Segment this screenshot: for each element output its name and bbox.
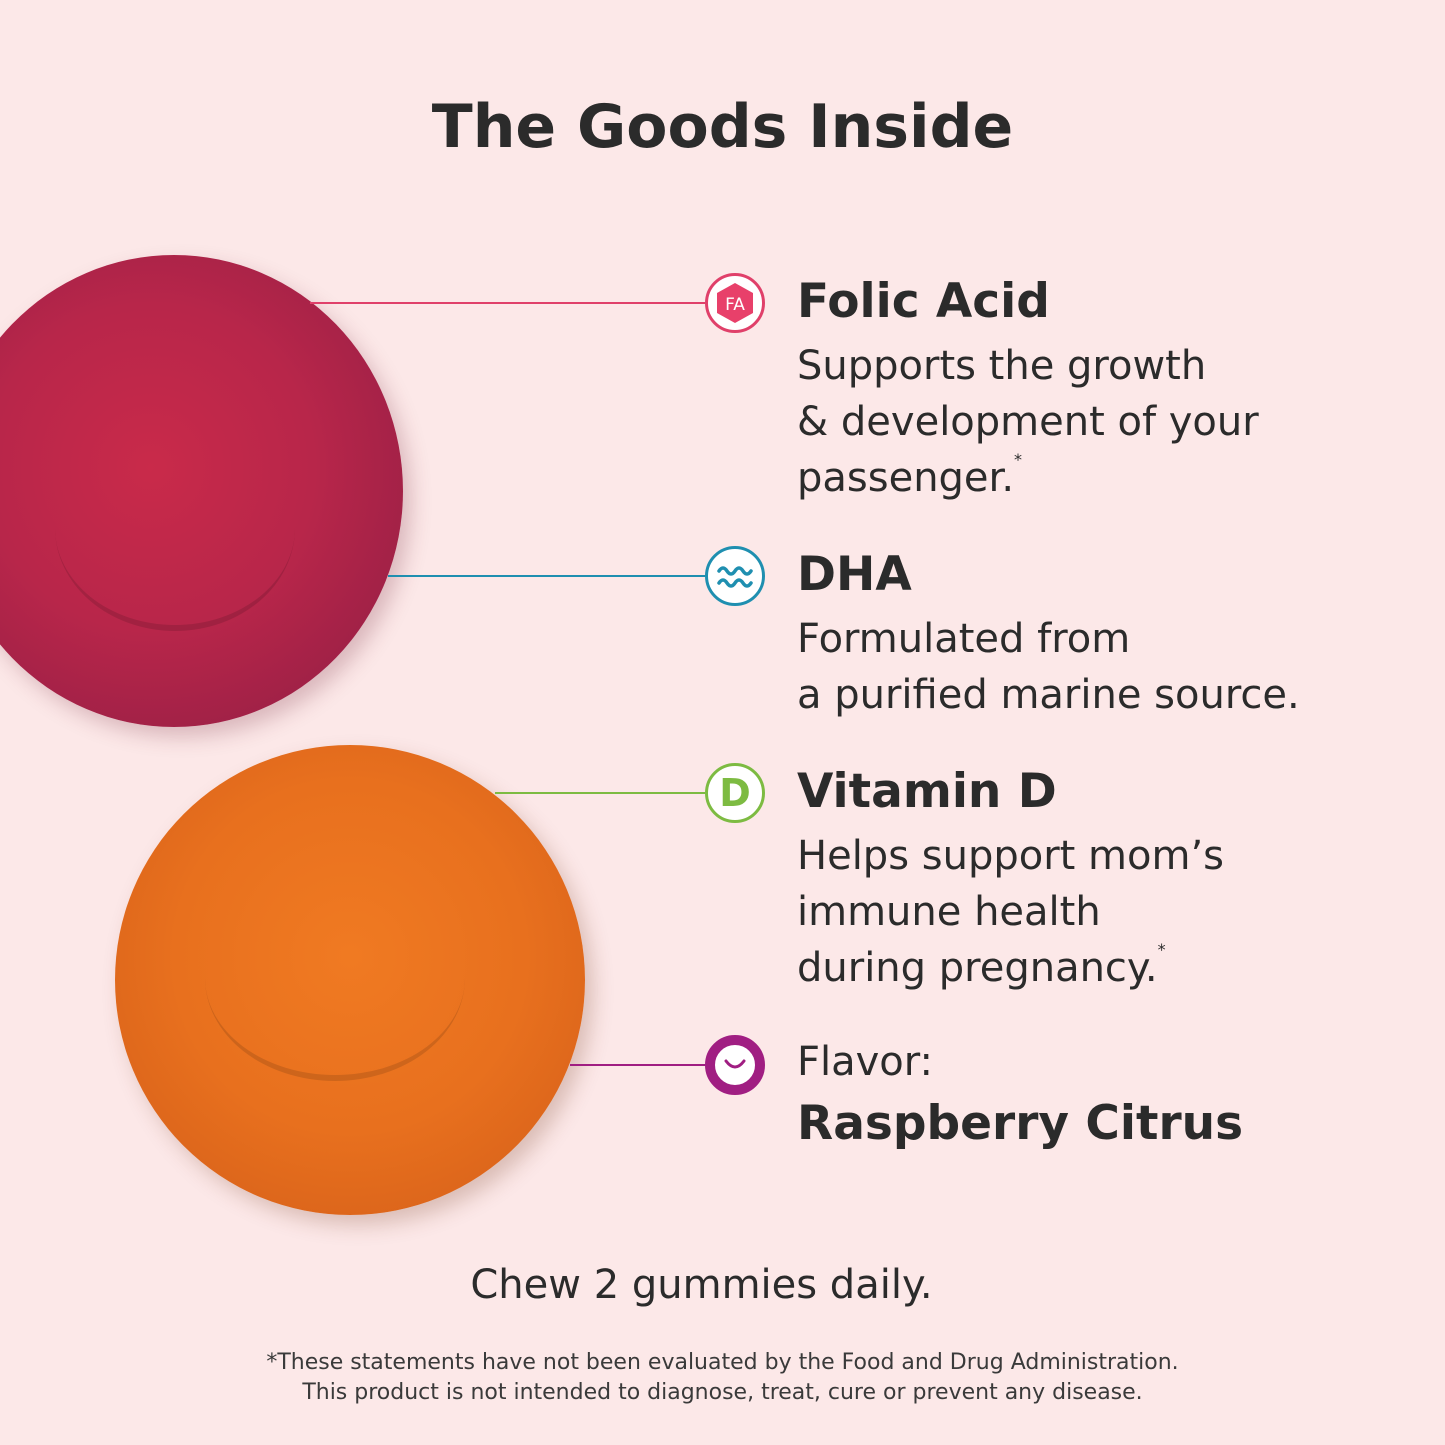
vitamin-d-description: Helps support mom’s immune health during… xyxy=(797,828,1224,996)
disclaimer-line: This product is not intended to diagnose… xyxy=(302,1380,1143,1405)
vitamin-d-heading: Vitamin D xyxy=(797,764,1057,819)
dha-description: Formulated from a purified marine source… xyxy=(797,616,1300,718)
flavor-name: Raspberry Citrus xyxy=(797,1096,1244,1151)
vitamin-d-connector-line xyxy=(495,792,705,794)
vitamin-d-body: Helps support mom’s immune health during… xyxy=(797,833,1224,991)
dha-heading: DHA xyxy=(797,547,912,602)
asterisk: * xyxy=(1157,940,1166,959)
vitamin-d-icon-text: D xyxy=(719,771,751,815)
smiley-ring-icon xyxy=(705,1035,765,1095)
flavor-label: Flavor: xyxy=(797,1039,933,1085)
dha-connector-line xyxy=(388,575,705,577)
folic-acid-heading: Folic Acid xyxy=(797,274,1050,329)
flavor-connector-line xyxy=(570,1064,705,1066)
page-title: The Goods Inside xyxy=(431,92,1014,162)
folic-icon-text: FA xyxy=(725,295,745,315)
folic-acid-description: Supports the growth & development of you… xyxy=(797,338,1259,506)
waves-icon xyxy=(705,546,765,606)
red-gummy-image xyxy=(0,255,403,727)
vitamin-d-icon: D xyxy=(705,763,765,823)
disclaimer: *These statements have not been evaluate… xyxy=(0,1348,1445,1408)
folic-acid-body: Supports the growth & development of you… xyxy=(797,343,1259,501)
disclaimer-line: *These statements have not been evaluate… xyxy=(266,1350,1179,1375)
asterisk: * xyxy=(1014,450,1023,469)
orange-gummy-image xyxy=(115,745,585,1215)
dosage-instruction: Chew 2 gummies daily. xyxy=(470,1262,933,1308)
folic-acid-hexagon-icon: FA xyxy=(705,273,765,333)
folic-connector-line xyxy=(310,302,705,304)
